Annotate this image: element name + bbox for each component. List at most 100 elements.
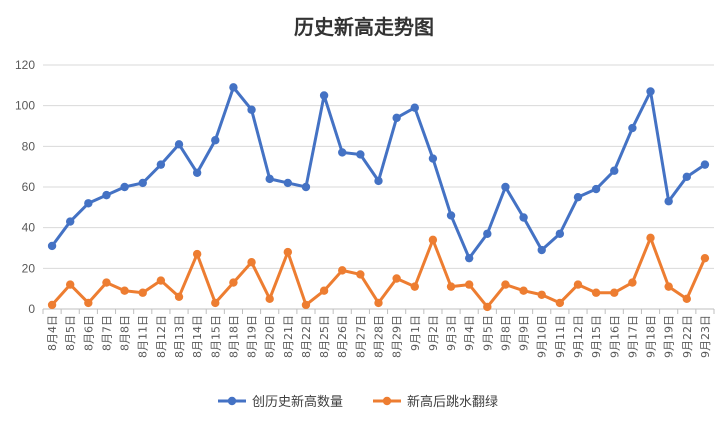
data-point bbox=[700, 253, 710, 263]
y-tick-label: 120 bbox=[15, 58, 35, 72]
y-tick-label: 60 bbox=[22, 180, 36, 194]
data-point bbox=[537, 290, 546, 299]
legend-item-2[interactable]: 新高后跳水翻绿 bbox=[373, 394, 498, 410]
series-line bbox=[50, 85, 707, 260]
data-point bbox=[682, 172, 691, 182]
data-point bbox=[229, 83, 238, 92]
x-tick-label: 8月26日 bbox=[336, 315, 349, 358]
x-tick-label: 9月4日 bbox=[463, 315, 476, 351]
data-point bbox=[47, 300, 57, 310]
series-plot bbox=[47, 83, 710, 312]
x-tick-label: 8月28日 bbox=[373, 315, 386, 358]
data-point bbox=[374, 298, 383, 308]
data-point bbox=[392, 113, 401, 123]
data-point bbox=[374, 176, 383, 186]
data-point bbox=[646, 87, 655, 96]
data-point bbox=[265, 174, 274, 184]
data-point bbox=[591, 288, 601, 297]
data-point bbox=[319, 286, 329, 295]
data-point bbox=[591, 184, 601, 194]
data-point bbox=[356, 270, 365, 279]
x-tick-label: 9月22日 bbox=[681, 315, 694, 358]
x-tick-label: 9月3日 bbox=[445, 315, 458, 351]
data-point bbox=[483, 229, 492, 238]
data-point bbox=[283, 247, 293, 257]
data-point bbox=[664, 197, 673, 206]
y-tick-label: 80 bbox=[22, 139, 36, 153]
x-tick-label: 8月25日 bbox=[318, 315, 331, 358]
chart-title: 历史新高走势图 bbox=[294, 15, 434, 39]
x-tick-label: 8月15日 bbox=[209, 315, 222, 358]
x-tick-label: 8月19日 bbox=[246, 315, 259, 358]
data-point bbox=[211, 136, 220, 145]
data-point bbox=[356, 150, 365, 159]
data-point bbox=[84, 199, 93, 208]
legend-item-1[interactable]: 创历史新高数量 bbox=[218, 394, 343, 410]
y-axis: 0 20 40 60 80 100 120 bbox=[15, 58, 35, 316]
y-tick-label: 20 bbox=[22, 261, 36, 275]
x-tick-label: 9月16日 bbox=[608, 315, 621, 358]
data-point bbox=[410, 282, 419, 291]
x-tick-label: 9月23日 bbox=[699, 315, 712, 358]
data-point bbox=[464, 280, 474, 289]
x-tick-label: 8月7日 bbox=[100, 315, 113, 351]
data-point bbox=[501, 280, 510, 289]
x-tick-label: 8月18日 bbox=[227, 315, 240, 358]
data-point bbox=[138, 288, 147, 297]
legend-label: 新高后跳水翻绿 bbox=[407, 394, 498, 410]
data-point bbox=[700, 160, 710, 169]
x-tick-label: 9月9日 bbox=[518, 315, 531, 351]
data-point bbox=[428, 154, 438, 163]
x-tick-label: 8月4日 bbox=[46, 315, 59, 351]
x-tick-label: 8月5日 bbox=[64, 315, 77, 351]
data-point bbox=[156, 160, 166, 169]
legend-label: 创历史新高数量 bbox=[252, 394, 343, 410]
data-point bbox=[66, 217, 75, 226]
data-point bbox=[664, 282, 673, 291]
x-tick-label: 8月8日 bbox=[119, 315, 132, 351]
data-point bbox=[682, 294, 691, 304]
data-point bbox=[211, 298, 220, 308]
data-point bbox=[120, 286, 129, 295]
legend-dot-marker bbox=[227, 396, 237, 406]
x-tick-label: 9月18日 bbox=[645, 315, 658, 358]
data-point bbox=[646, 233, 655, 243]
data-point bbox=[283, 178, 293, 188]
x-tick-label: 9月5日 bbox=[481, 315, 494, 351]
series-line bbox=[50, 236, 707, 309]
data-point bbox=[392, 274, 401, 283]
y-tick-label: 100 bbox=[15, 99, 35, 113]
x-tick-label: 9月1日 bbox=[409, 315, 422, 351]
data-point bbox=[156, 276, 166, 285]
data-point bbox=[519, 286, 528, 295]
data-point bbox=[301, 182, 311, 192]
x-tick-label: 9月10日 bbox=[536, 315, 549, 358]
x-tick-label: 8月21日 bbox=[282, 315, 295, 358]
data-point bbox=[229, 278, 238, 287]
data-point bbox=[555, 229, 565, 238]
x-axis: 8月4日 8月5日 8月6日 8月7日 8月8日 8月11日 8月12日 8月13日 8月14日… bbox=[42, 309, 715, 358]
legend-dot-marker bbox=[382, 396, 392, 406]
data-point bbox=[174, 140, 184, 149]
data-point bbox=[192, 249, 202, 259]
data-point bbox=[483, 302, 492, 312]
data-point bbox=[610, 288, 619, 297]
x-tick-label: 9月11日 bbox=[554, 315, 567, 358]
data-point bbox=[247, 258, 256, 267]
data-point bbox=[628, 278, 637, 287]
gridlines bbox=[43, 64, 714, 310]
data-point bbox=[84, 298, 93, 308]
data-point bbox=[338, 148, 347, 157]
y-tick-label: 40 bbox=[22, 221, 36, 235]
x-tick-label: 8月27日 bbox=[354, 315, 367, 358]
x-tick-label: 9月15日 bbox=[590, 315, 603, 358]
data-point bbox=[501, 182, 510, 192]
data-point bbox=[628, 123, 637, 133]
data-point bbox=[519, 213, 528, 222]
data-point bbox=[192, 168, 202, 177]
data-point bbox=[174, 292, 184, 301]
x-tick-label: 8月6日 bbox=[82, 315, 95, 351]
legend[interactable]: 创历史新高数量 新高后跳水翻绿 bbox=[218, 394, 498, 410]
data-point bbox=[446, 211, 456, 220]
